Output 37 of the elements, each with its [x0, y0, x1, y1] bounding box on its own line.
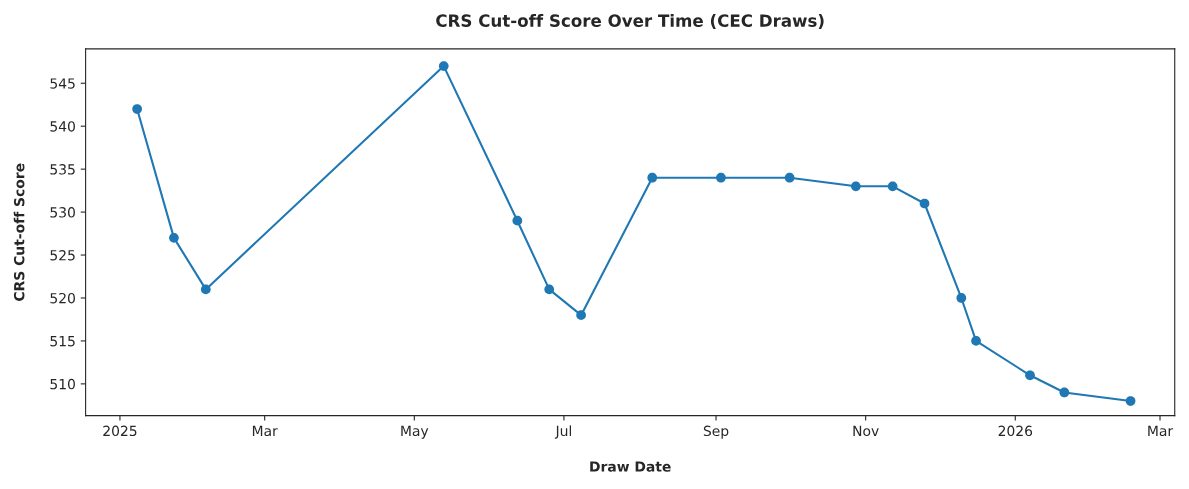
y-tick-label: 535	[50, 164, 75, 175]
y-axis-title: CRS Cut-off Score	[13, 163, 25, 301]
point	[200, 284, 211, 295]
point	[512, 215, 523, 226]
x-tick-label: Sep	[703, 425, 729, 439]
point	[576, 310, 586, 321]
point	[850, 181, 861, 192]
point	[132, 104, 142, 114]
y-tick-label: 515	[50, 336, 75, 347]
x-tick-label: 2026	[998, 425, 1033, 437]
y-tick-label: 545	[50, 78, 75, 89]
point	[956, 293, 967, 303]
chart-title: CRS Cut-off Score Over Time (CEC Draws)	[436, 14, 824, 29]
point	[544, 284, 555, 295]
point	[169, 233, 179, 243]
point	[919, 198, 930, 209]
x-tick-label: Jul	[554, 425, 572, 439]
x-tick-label: Mar	[252, 425, 278, 437]
x-tick-label: 2025	[103, 425, 137, 437]
point	[1059, 387, 1070, 398]
y-tick-label: 540	[50, 121, 75, 132]
point	[438, 61, 449, 71]
x-tick-label: Mar	[1148, 425, 1174, 437]
y-tick-label: 530	[50, 207, 75, 218]
point	[716, 172, 726, 183]
point	[784, 172, 795, 183]
x-tick-label: May	[401, 425, 429, 439]
x-axis-title: Draw Date	[590, 461, 671, 472]
y-tick-label: 525	[50, 250, 75, 261]
y-tick-label: 520	[50, 292, 75, 304]
point	[1025, 370, 1035, 381]
x-tick-label: Nov	[853, 425, 879, 437]
point	[971, 336, 981, 346]
point	[887, 181, 898, 192]
point	[647, 172, 658, 183]
y-tick-label: 510	[50, 378, 75, 390]
point	[1125, 396, 1136, 406]
